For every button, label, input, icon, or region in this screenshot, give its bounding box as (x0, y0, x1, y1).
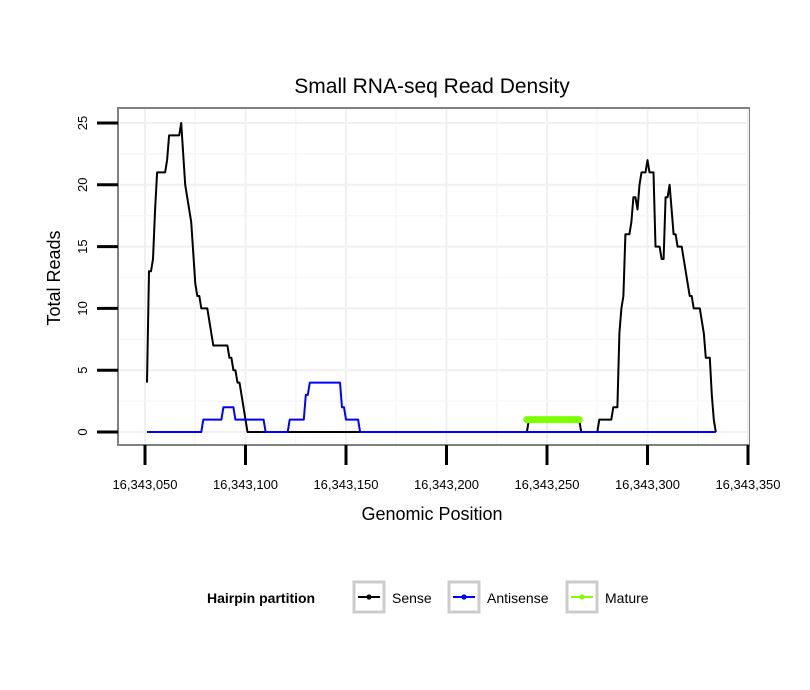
plot-panel (117, 107, 750, 446)
series-layer (146, 122, 717, 433)
y-tick-label: 5 (75, 367, 90, 374)
x-tick-label: 16,343,250 (514, 477, 579, 492)
y-tick-label: 20 (75, 178, 90, 192)
legend-key-sense (352, 580, 386, 614)
x-tick-label: 16,343,050 (112, 477, 177, 492)
y-axis: 0 5 10 15 20 25 (75, 116, 118, 436)
y-tick-label: 15 (75, 239, 90, 253)
x-tick-label: 16,343,300 (615, 477, 680, 492)
legend-item-sense: Sense (352, 580, 432, 614)
x-tick-label: 16,343,150 (313, 477, 378, 492)
legend-label-sense: Sense (392, 590, 432, 606)
y-axis-title: Total Reads (44, 230, 64, 325)
legend-item-antisense: Antisense (447, 580, 549, 614)
legend: Hairpin partition Sense Antisense Mature (207, 580, 649, 614)
legend-dot-sense (366, 594, 372, 600)
series-line-antisense (147, 381, 716, 433)
legend-label-antisense: Antisense (487, 590, 549, 606)
legend-dot-mature (579, 594, 585, 600)
x-tick-label: 16,343,350 (715, 477, 780, 492)
y-tick-label: 0 (75, 428, 90, 435)
legend-item-mature: Mature (565, 580, 649, 614)
legend-title: Hairpin partition (207, 590, 315, 606)
legend-dot-antisense (461, 594, 467, 600)
x-tick-label: 16,343,100 (213, 477, 278, 492)
legend-label-mature: Mature (605, 590, 649, 606)
x-axis-title: Genomic Position (361, 504, 502, 524)
y-tick-label: 10 (75, 301, 90, 315)
x-axis: 16,343,050 16,343,100 16,343,150 16,343,200… (112, 445, 781, 492)
y-tick-label: 25 (75, 116, 90, 130)
x-tick-label: 16,343,200 (414, 477, 479, 492)
chart-title: Small RNA-seq Read Density (294, 75, 570, 98)
series-line-sense (146, 122, 717, 433)
